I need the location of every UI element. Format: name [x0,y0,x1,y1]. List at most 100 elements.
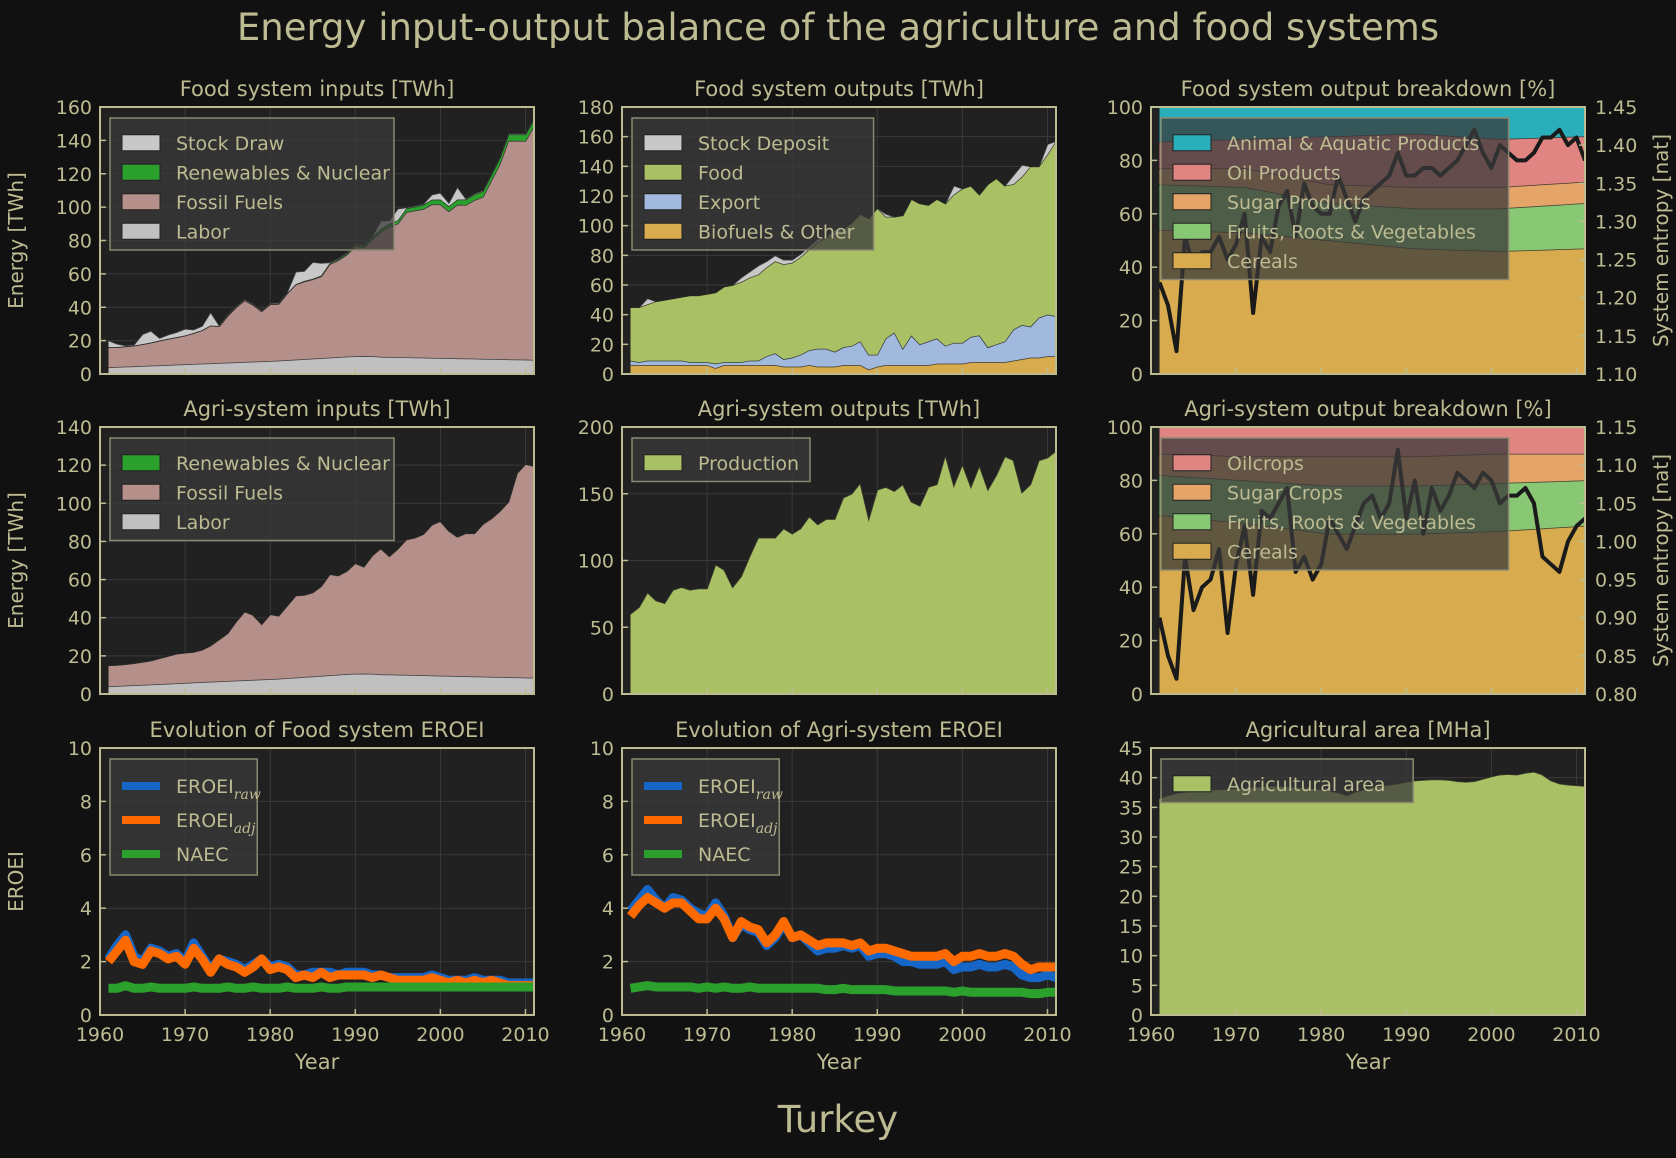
y2-tick-label: 1.45 [1595,97,1637,119]
y-tick-label: 120 [56,455,92,477]
legend-label: Fossil Fuels [176,482,283,504]
panel-title: Food system output breakdown [%] [1181,77,1556,101]
axes-frame [1150,747,1586,1016]
y-tick-label: 40 [1119,577,1143,599]
area-boundary [108,118,535,347]
legend: Stock Deposit Food Export Biofuels & Other [631,117,875,251]
panel-agri_area: 0 5 10 15 20 25 30 35 40 45 1960 1970 1980 1990 2000 20… [1119,718,1601,1074]
panel-food_breakdown: 1.10 1.15 1.20 1.25 1.30 1.35 1.40 1.45 System e… [1107,77,1673,386]
y-tick-label: 10 [1119,946,1143,968]
y2-tick-label: 1.35 [1595,173,1637,195]
y-tick-label: 4 [602,898,614,920]
x-tick-label: 1970 [1212,1024,1260,1046]
x-tick-label: 1960 [598,1024,646,1046]
y-tick-label: 6 [80,845,92,867]
legend: Agricultural area [1160,758,1414,804]
legend-box [1160,117,1510,281]
panel-title: Agri-system outputs [TWh] [698,397,981,421]
legend-label: Labor [176,221,230,243]
y-tick-label: 80 [590,245,614,267]
axes-frame [621,106,1057,375]
legend-label: EROEIraw [176,776,261,803]
y-tick-label: 20 [1119,886,1143,908]
x-tick-label: 2010 [1552,1024,1600,1046]
y-tick-label: 20 [68,331,92,353]
y-tick-label: 80 [68,531,92,553]
y-tick-label: 15 [1119,916,1143,938]
legend-swatch [121,454,161,472]
x-tick-label: 1980 [768,1024,816,1046]
area-boundary [630,450,1057,615]
y-tick-label: 40 [1119,768,1143,790]
area-export [630,314,1056,370]
y-tick-label: 8 [80,791,92,813]
legend-swatch [643,454,683,472]
legend-swatch [643,222,683,240]
y-tick-label: 0 [602,1005,614,1027]
figure-title: Energy input-output balance of the agric… [236,6,1440,49]
panel-agri_eroei: 0 2 4 6 8 10 1960 1970 1980 1990 2000 2010 Evolution… [590,718,1072,1074]
legend-box [1160,437,1510,571]
y-tick-label: 140 [56,130,92,152]
legend-swatch [1172,193,1212,211]
legend-swatch [1172,483,1212,501]
y2-axis-label: System entropy [nat] [1649,454,1673,667]
legend-label: Oil Products [1227,162,1341,184]
area-fossil-fuels [108,463,535,687]
y-tick-label: 2 [602,952,614,974]
axes-frame [99,426,535,695]
y-tick-label: 10 [68,738,92,760]
y-tick-label: 200 [578,417,614,439]
area-fossil-fuels [108,126,535,368]
legend-swatch [643,134,683,152]
legend: EROEIraw EROEIadj NAEC [631,758,783,876]
y2-tick-label: 1.20 [1595,288,1637,310]
y-tick-label: 80 [1119,150,1143,172]
y-tick-label: 180 [578,97,614,119]
y-tick-label: 100 [56,197,92,219]
area-boundary [108,462,535,666]
x-tick-label: 1990 [1382,1024,1430,1046]
legend: Renewables & Nuclear Fossil Fuels Labor [109,437,395,542]
legend-label: Labor [176,512,230,534]
x-tick-label: 2000 [938,1024,986,1046]
y-tick-label: 160 [578,127,614,149]
y-tick-label: 120 [56,164,92,186]
y-tick-label: 140 [56,417,92,439]
legend-label: Stock Draw [176,133,284,155]
x-tick-label: 1970 [683,1024,731,1046]
y-tick-label: 20 [1119,631,1143,653]
area-agricultural-area [1159,771,1585,1015]
x-tick-label: 2000 [416,1024,464,1046]
y2-tick-label: 0.90 [1595,608,1637,630]
legend-label: Fossil Fuels [176,192,283,214]
x-tick-label: 1980 [1297,1024,1345,1046]
area-production [630,451,1056,694]
area-labor [108,356,535,374]
legend: Animal & Aquatic Products Oil Products Sug… [1160,117,1510,281]
legend-swatch [643,163,683,181]
y-tick-label: 0 [80,364,92,386]
x-axis-label: Year [294,1050,340,1074]
legend-label: NAEC [698,844,750,866]
legend-label: Renewables & Nuclear [176,162,390,184]
legend-label: Agricultural area [1227,774,1386,796]
panel-title: Food system inputs [TWh] [180,77,455,101]
y-tick-label: 10 [590,738,614,760]
legend-label: Fruits, Roots & Vegetables [1227,221,1476,243]
y-tick-label: 6 [602,845,614,867]
y-tick-label: 2 [80,952,92,974]
y2-tick-label: 1.00 [1595,531,1637,553]
y-tick-label: 60 [68,570,92,592]
legend-label: Cereals [1227,541,1298,563]
x-axis-label: Year [816,1050,862,1074]
x-tick-label: 1960 [1127,1024,1175,1046]
y-tick-label: 60 [68,264,92,286]
y-tick-label: 20 [68,646,92,668]
legend-swatch [643,193,683,211]
y-tick-label: 100 [1107,417,1143,439]
y-axis-label: Energy [TWh] [4,172,28,309]
y-tick-label: 20 [1119,311,1143,333]
country-label: Turkey [777,1098,899,1141]
